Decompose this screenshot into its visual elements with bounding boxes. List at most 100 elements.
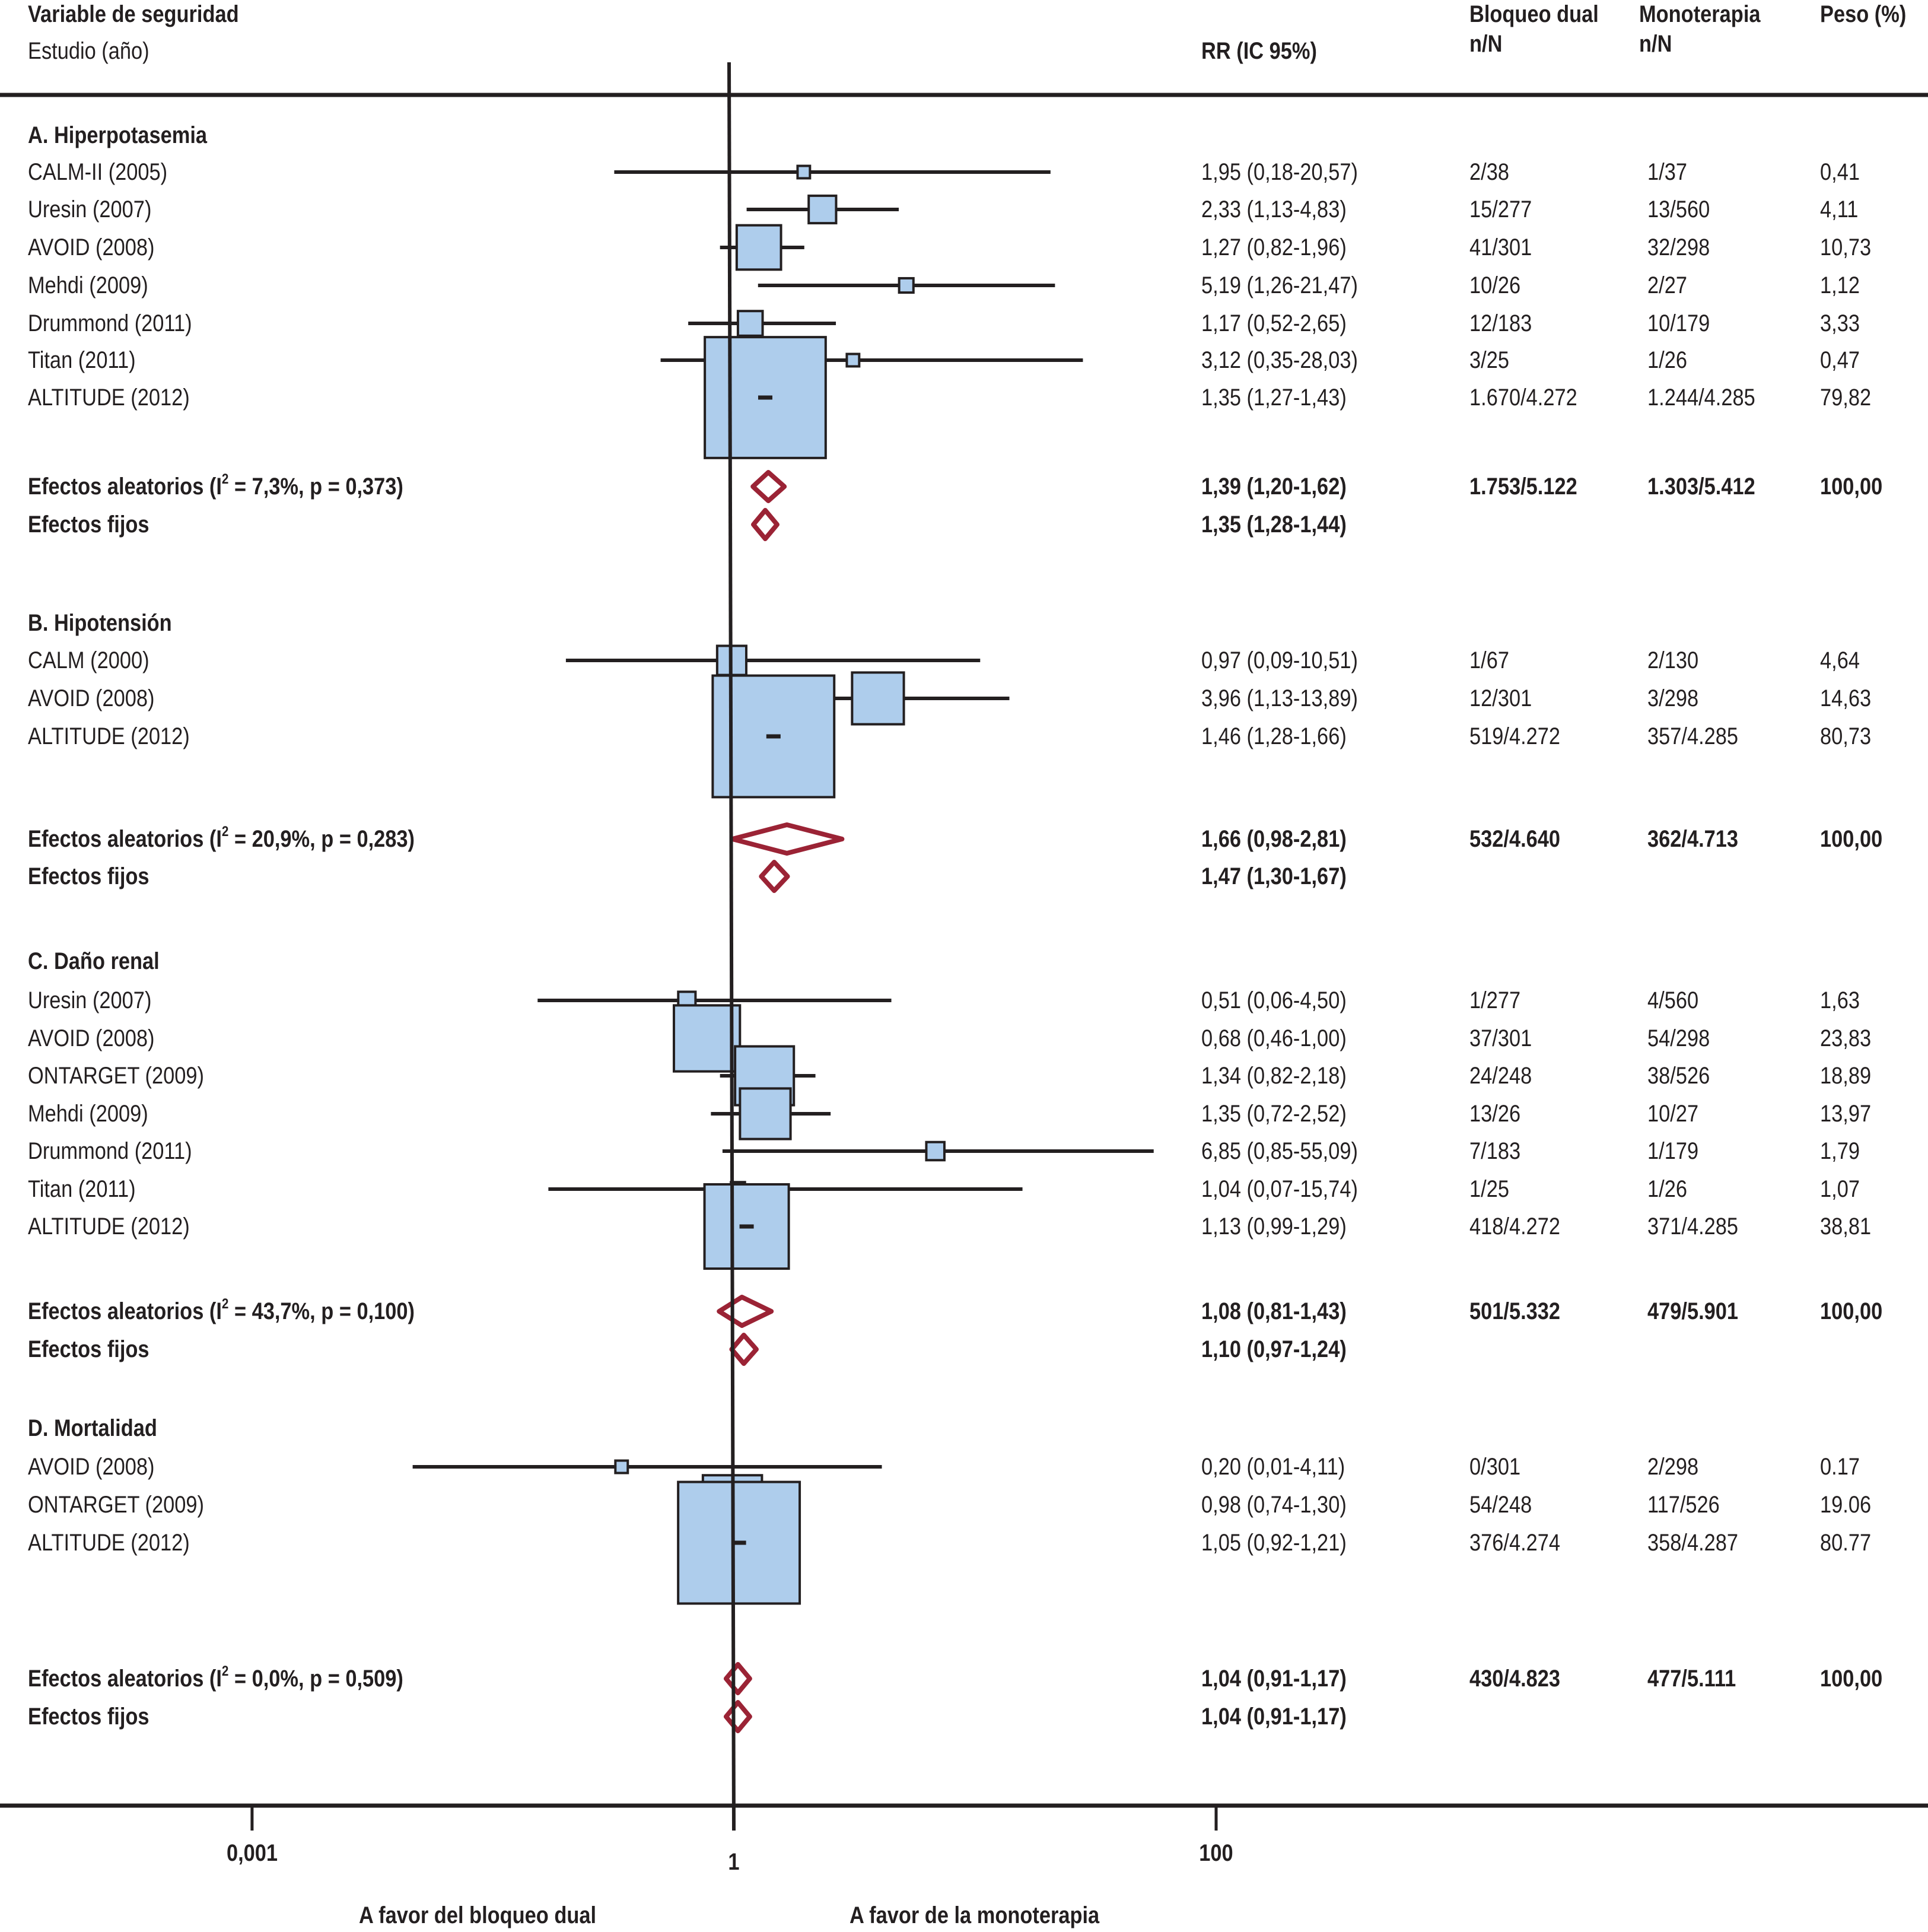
fixed-effects-rr-ci: 1,04 (0,91-1,17) — [1201, 1704, 1347, 1730]
study-rr-ci: 1,46 (1,28-1,66) — [1201, 723, 1347, 749]
random-effects-dual-total: 1.753/5.122 — [1469, 474, 1577, 500]
study-rr-ci: 3,96 (1,13-13,89) — [1201, 685, 1358, 711]
study-weight: 3,33 — [1820, 310, 1860, 336]
random-effects-weight: 100,00 — [1820, 1666, 1883, 1692]
study-weight: 13,97 — [1820, 1101, 1872, 1127]
fixed-effects-label: Efectos fijos — [28, 1704, 149, 1730]
study-rr-ci: 1,34 (0,82-2,18) — [1201, 1063, 1347, 1089]
fixed-effects-label: Efectos fijos — [28, 1336, 149, 1362]
header-mono: Monoterapia — [1639, 1, 1761, 27]
study-mono-count: 38/526 — [1647, 1063, 1710, 1089]
study-mono-count: 357/4.285 — [1647, 723, 1739, 749]
section-title: C. Daño renal — [28, 948, 160, 974]
study-dual-count: 15/277 — [1469, 196, 1532, 223]
fixed-effects-rr-ci: 1,47 (1,30-1,67) — [1201, 863, 1347, 889]
study-weight-box — [673, 1004, 742, 1073]
random-effects-label: Efectos aleatorios (I2 = 7,3%, p = 0,373… — [28, 472, 403, 500]
study-mono-count: 10/179 — [1647, 310, 1710, 336]
study-label: Drummond (2011) — [28, 310, 192, 336]
study-label: Drummond (2011) — [28, 1138, 192, 1164]
study-mono-count: 1/26 — [1647, 347, 1687, 373]
study-weight: 4,11 — [1820, 196, 1859, 223]
study-dual-count: 13/26 — [1469, 1101, 1521, 1127]
random-effects-label: Efectos aleatorios (I2 = 20,9%, p = 0,28… — [28, 825, 415, 852]
study-rr-ci: 1,27 (0,82-1,96) — [1201, 234, 1347, 260]
i-squared-superscript: 2 — [221, 1296, 229, 1312]
study-weight-box — [736, 310, 764, 337]
study-rr-ci: 6,85 (0,85-55,09) — [1201, 1138, 1358, 1164]
study-dual-count: 10/26 — [1469, 272, 1521, 298]
study-rr-ci: 0,51 (0,06-4,50) — [1201, 987, 1347, 1013]
study-weight: 19.06 — [1820, 1492, 1872, 1518]
study-mono-count: 1/26 — [1647, 1176, 1687, 1202]
study-weight-box — [739, 1087, 792, 1140]
study-weight: 0,47 — [1820, 347, 1860, 373]
favors-right-label: A favor de la monoterapia — [850, 1902, 1100, 1928]
study-label: ALTITUDE (2012) — [28, 1530, 190, 1556]
study-mono-count: 1/37 — [1647, 159, 1687, 185]
study-dual-count: 7/183 — [1469, 1138, 1521, 1164]
study-dual-count: 1.670/4.272 — [1469, 385, 1577, 411]
favors-left-label: A favor del bloqueo dual — [359, 1902, 597, 1928]
study-label: Uresin (2007) — [28, 196, 152, 223]
header-dual-sub: n/N — [1469, 31, 1503, 57]
random-effects-weight: 100,00 — [1820, 474, 1883, 500]
random-effects-mono-total: 1.303/5.412 — [1647, 474, 1755, 500]
study-dual-count: 418/4.272 — [1469, 1213, 1561, 1240]
study-label: AVOID (2008) — [28, 234, 155, 260]
study-label: Mehdi (2009) — [28, 272, 148, 298]
study-weight: 1,63 — [1820, 987, 1860, 1013]
random-effects-label-text: Efectos aleatorios (I — [28, 474, 222, 500]
random-effects-rr-ci: 1,66 (0,98-2,81) — [1201, 826, 1347, 852]
random-effects-label-text: Efectos aleatorios (I — [28, 1666, 222, 1692]
random-effects-mono-total: 477/5.111 — [1647, 1666, 1736, 1692]
study-label: Uresin (2007) — [28, 987, 152, 1013]
study-mono-count: 10/27 — [1647, 1101, 1699, 1127]
study-label: ALTITUDE (2012) — [28, 1213, 190, 1240]
study-dual-count: 376/4.274 — [1469, 1530, 1561, 1556]
random-effects-diamond — [717, 1295, 774, 1328]
study-weight-box — [735, 224, 782, 271]
study-dual-count: 0/301 — [1469, 1454, 1521, 1480]
header-variable: Variable de seguridad — [28, 1, 239, 27]
study-weight: 0.17 — [1820, 1454, 1860, 1480]
study-rr-ci: 1,95 (0,18-20,57) — [1201, 159, 1358, 185]
section-title: B. Hipotensión — [28, 610, 172, 636]
study-weight: 1,79 — [1820, 1138, 1860, 1164]
study-weight: 23,83 — [1820, 1025, 1872, 1051]
fixed-effects-rr-ci: 1,35 (1,28-1,44) — [1201, 511, 1347, 538]
study-weight: 4,64 — [1820, 647, 1860, 673]
header-study: Estudio (año) — [28, 38, 149, 64]
random-effects-diamond — [750, 470, 787, 503]
study-mono-count: 3/298 — [1647, 685, 1699, 711]
study-weight-box — [614, 1459, 629, 1475]
random-effects-label-text: Efectos aleatorios (I — [28, 1298, 222, 1324]
heterogeneity-stats: = 20,9%, p = 0,283) — [228, 826, 415, 852]
study-weight: 1,12 — [1820, 272, 1860, 298]
study-mono-count: 2/27 — [1647, 272, 1687, 298]
study-mono-count: 371/4.285 — [1647, 1213, 1739, 1240]
random-effects-dual-total: 430/4.823 — [1469, 1666, 1561, 1692]
heterogeneity-stats: = 7,3%, p = 0,373) — [228, 474, 403, 500]
section-title: A. Hiperpotasemia — [28, 122, 208, 148]
fixed-effects-diamond — [759, 860, 790, 893]
heterogeneity-stats: = 0,0%, p = 0,509) — [228, 1666, 403, 1692]
study-mono-count: 117/526 — [1647, 1492, 1720, 1518]
study-rr-ci: 0,20 (0,01-4,11) — [1201, 1454, 1345, 1480]
header-weight: Peso (%) — [1820, 1, 1907, 27]
study-label: Titan (2011) — [28, 1176, 136, 1202]
study-dual-count: 2/38 — [1469, 159, 1509, 185]
study-mono-count: 13/560 — [1647, 196, 1710, 223]
study-dual-count: 54/248 — [1469, 1492, 1532, 1518]
study-label: Titan (2011) — [28, 347, 136, 373]
random-effects-diamond — [730, 822, 845, 856]
study-rr-ci: 0,68 (0,46-1,00) — [1201, 1025, 1347, 1051]
x-axis-tick-label: 100 — [1199, 1840, 1233, 1866]
study-weight-box — [845, 352, 861, 368]
random-effects-mono-total: 362/4.713 — [1647, 826, 1739, 852]
study-rr-ci: 1,13 (0,99-1,29) — [1201, 1213, 1347, 1240]
study-weight: 80,73 — [1820, 723, 1872, 749]
study-rr-ci: 1,35 (1,27-1,43) — [1201, 385, 1347, 411]
study-dual-count: 24/248 — [1469, 1063, 1532, 1089]
study-dual-count: 519/4.272 — [1469, 723, 1561, 749]
